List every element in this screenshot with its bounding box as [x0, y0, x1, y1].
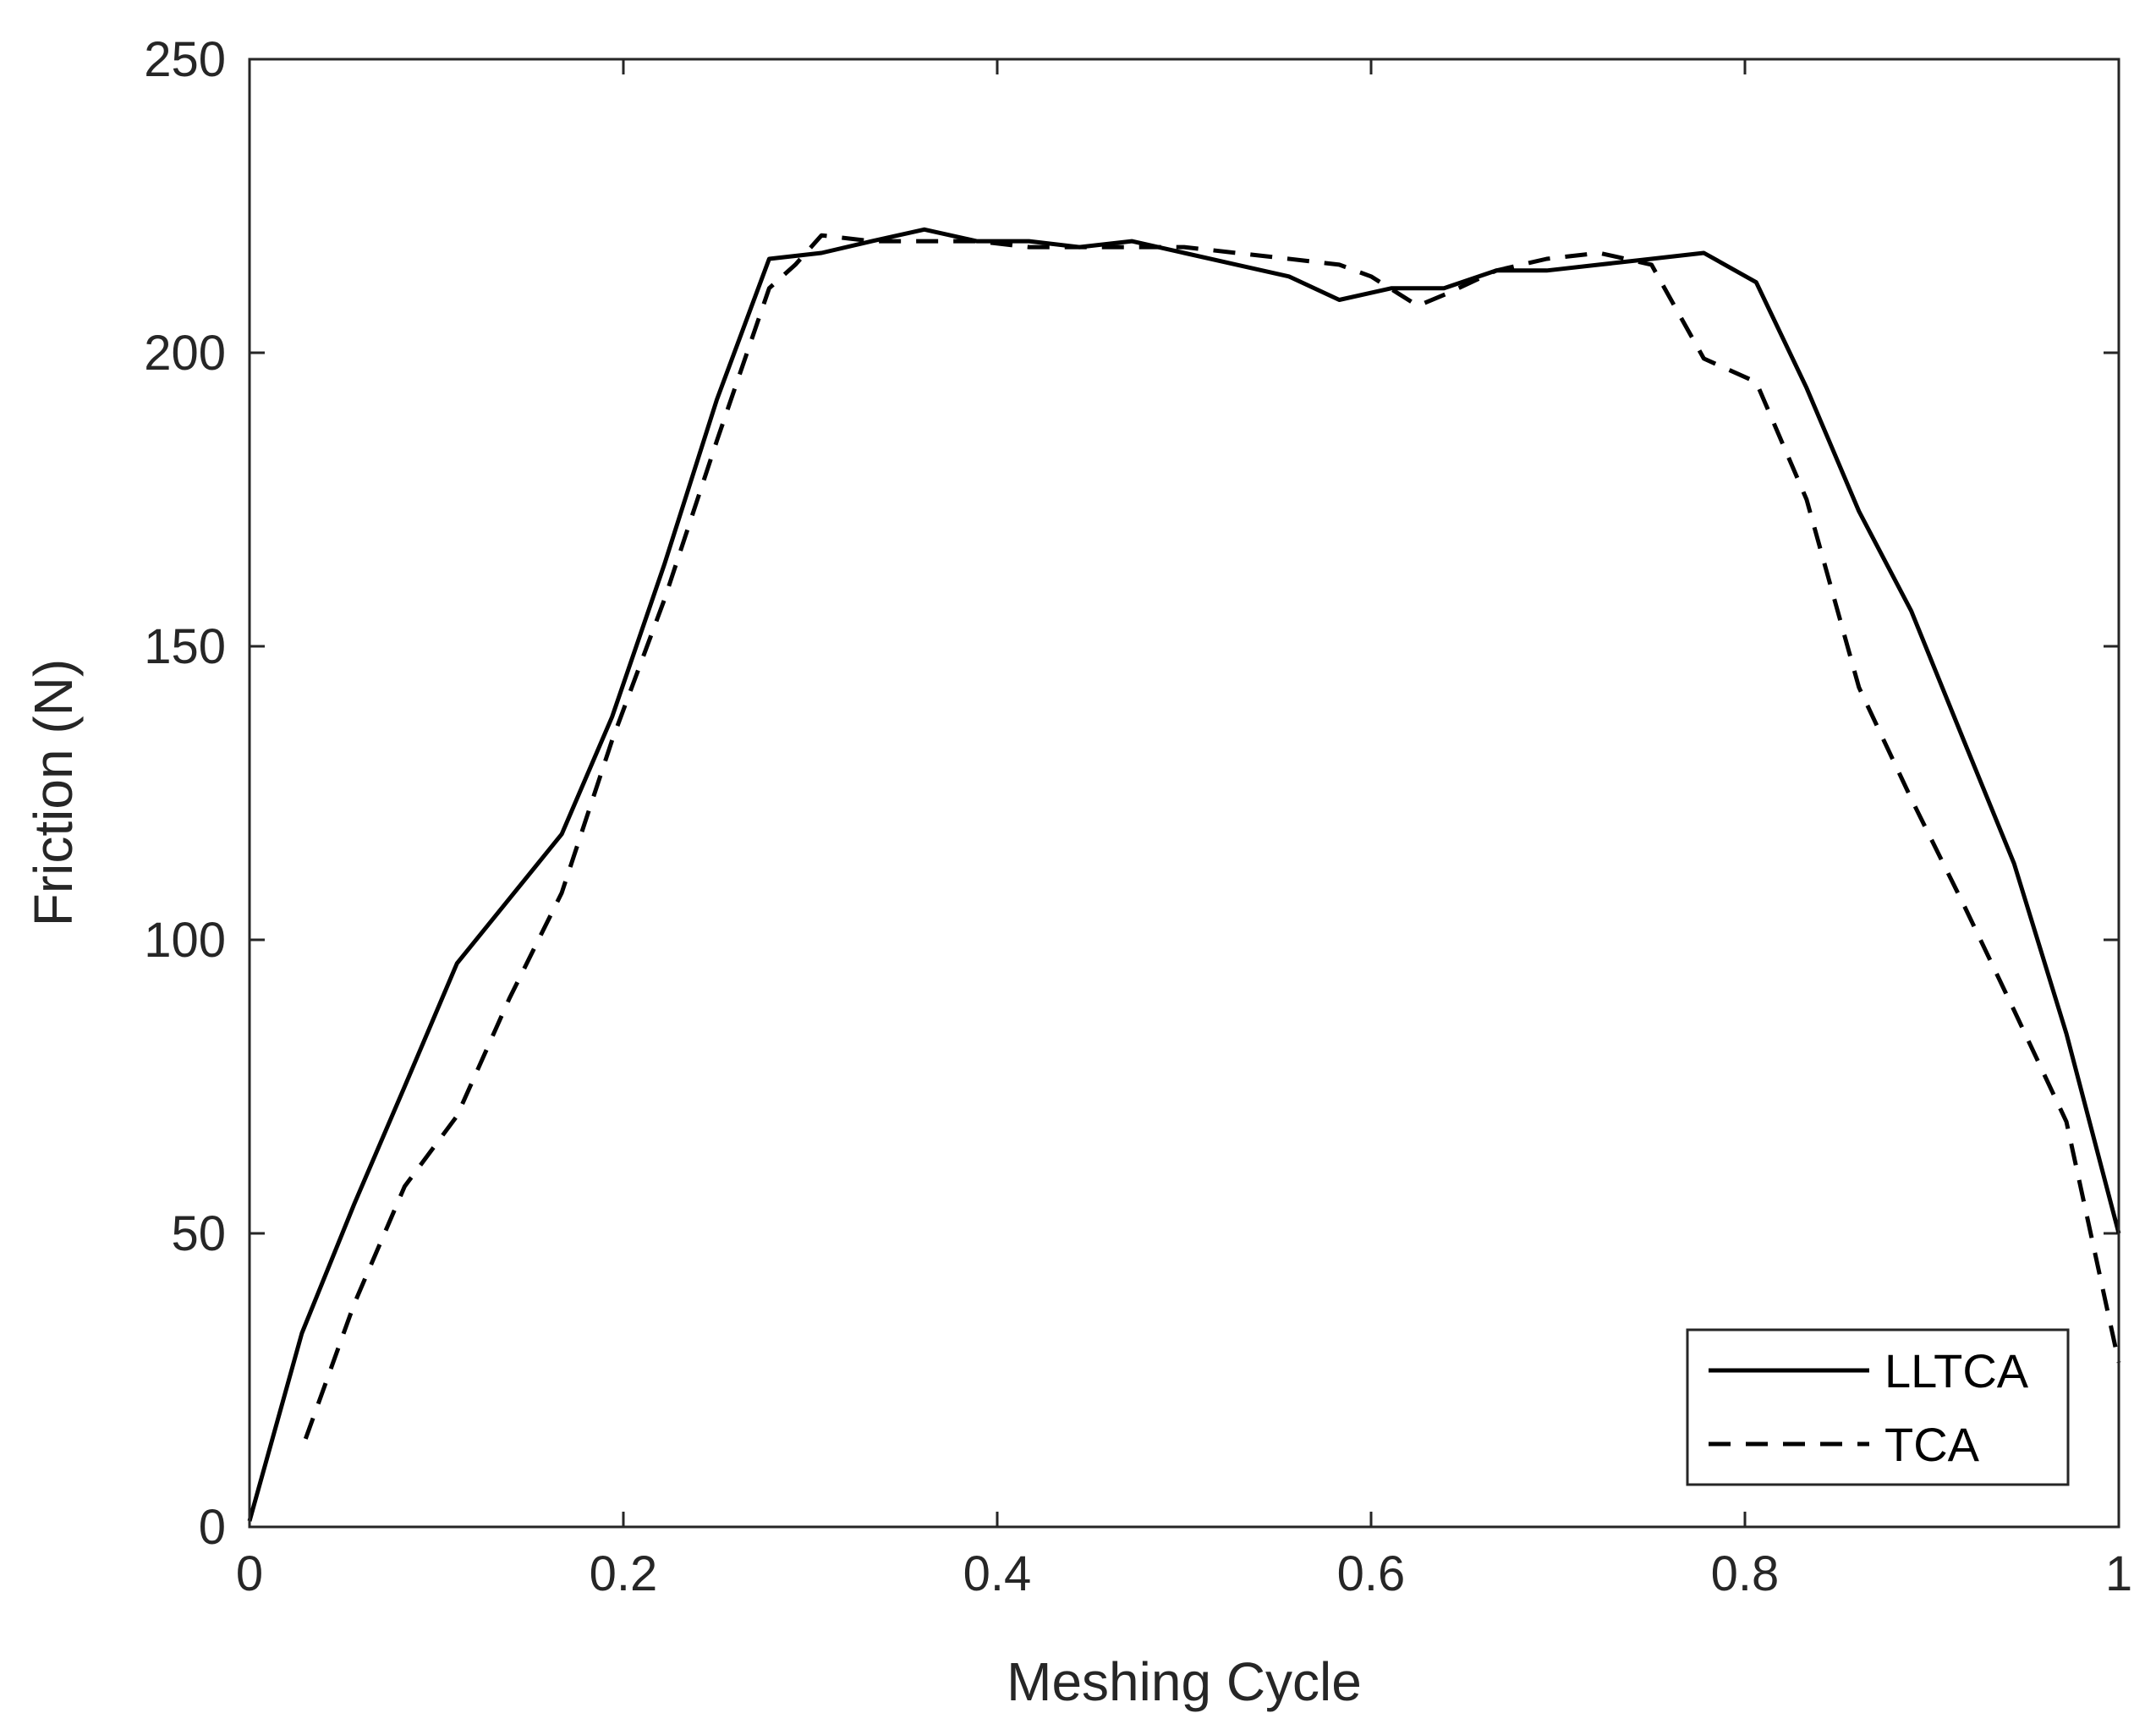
series-line-lltca — [247, 227, 2121, 1522]
y-tick-label: 0 — [199, 1500, 226, 1555]
x-tick-label: 1 — [2105, 1546, 2132, 1601]
legend: LLTCA TCA — [1686, 1328, 2070, 1486]
y-axis-title: Friction (N) — [23, 659, 84, 926]
y-tick-label: 50 — [171, 1206, 226, 1261]
x-tick-label: 0.6 — [1337, 1546, 1406, 1601]
x-tick-label: 0.4 — [963, 1546, 1032, 1601]
tick-labels: 0 0.2 0.4 0.6 0.8 1 0 50 100 150 200 250 — [144, 32, 2132, 1601]
x-tick-label: 0 — [236, 1546, 263, 1601]
y-tick-label: 250 — [144, 32, 226, 87]
x-axis-title: Meshing Cycle — [1007, 1651, 1362, 1712]
y-tick-label: 150 — [144, 619, 226, 674]
legend-label-lltca: LLTCA — [1884, 1344, 2029, 1397]
x-tick-label: 0.2 — [590, 1546, 658, 1601]
x-tick-label: 0.8 — [1711, 1546, 1780, 1601]
legend-box — [1686, 1328, 2070, 1486]
plot-area — [250, 59, 2119, 1527]
plot-frame — [248, 58, 2120, 1529]
series-lines — [247, 227, 2121, 1522]
y-tick-label: 100 — [144, 913, 226, 968]
legend-label-tca: TCA — [1884, 1418, 1980, 1471]
y-tick-label: 200 — [144, 326, 226, 381]
series-line-tca — [303, 233, 2121, 1440]
